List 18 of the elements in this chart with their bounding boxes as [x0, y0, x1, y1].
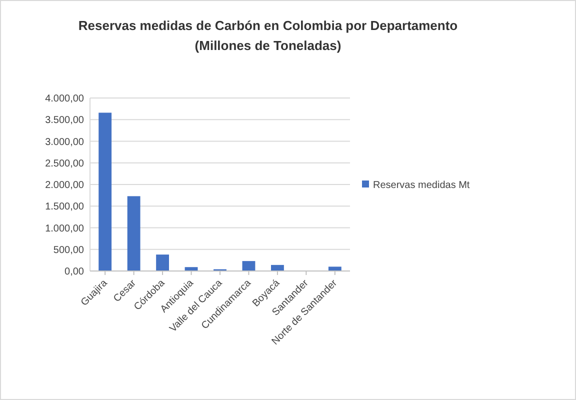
y-tick-label: 4.000,00	[45, 94, 84, 104]
y-tick-label: 1.000,00	[45, 223, 84, 234]
y-tick-label: 2.000,00	[45, 180, 84, 191]
bar	[270, 264, 284, 271]
y-tick-label: 1.500,00	[45, 202, 84, 213]
y-tick-label: 0,00	[64, 266, 84, 278]
y-tick-label: 2.500,00	[45, 158, 84, 170]
bar	[98, 112, 112, 271]
y-tick-label: 3.000,00	[45, 136, 84, 148]
bar	[156, 254, 170, 271]
y-tick-label: 500,00	[53, 244, 84, 256]
bar	[127, 196, 140, 271]
legend-label: Reservas medidas Mt	[373, 180, 470, 191]
chart-title: Reservas medidas de Carbón en Colombia por Departamento	[78, 18, 458, 33]
chart-subtitle: (Millones de Toneladas)	[194, 38, 342, 53]
bar	[242, 261, 256, 271]
y-tick-label: 3.500,00	[45, 115, 84, 126]
bar	[328, 266, 342, 271]
